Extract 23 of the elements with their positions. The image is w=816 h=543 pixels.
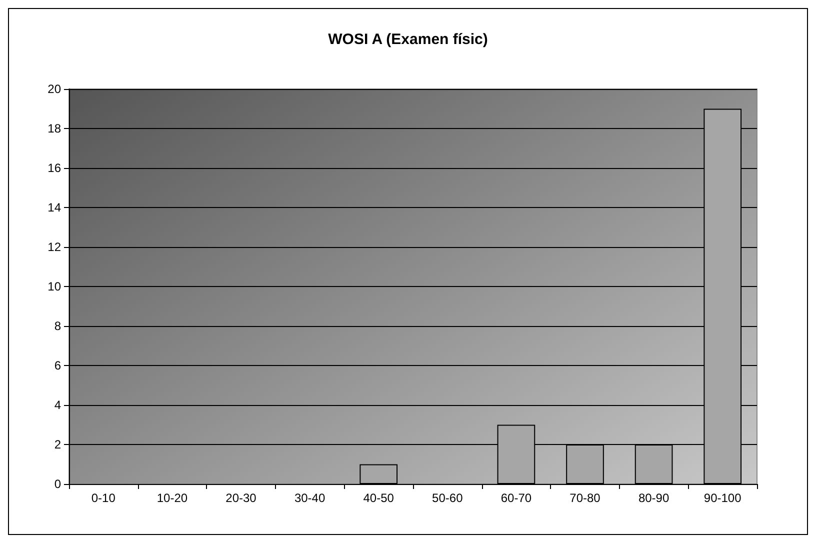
x-tick-label: 60-70 <box>500 491 532 505</box>
y-tick-label: 12 <box>48 240 62 254</box>
x-tick-label: 90-100 <box>704 491 742 505</box>
y-tick-label: 6 <box>54 358 62 372</box>
x-tick-label: 10-20 <box>156 491 188 505</box>
x-tick-label: 50-60 <box>432 491 464 505</box>
x-tick-label: 0-10 <box>91 491 116 505</box>
y-tick-label: 16 <box>48 161 62 175</box>
y-tick-label: 10 <box>48 280 62 294</box>
y-tick-label: 0 <box>54 477 62 491</box>
x-tick-label: 40-50 <box>363 491 394 505</box>
x-tick-label: 20-30 <box>226 491 257 505</box>
y-tick-label: 8 <box>54 319 62 333</box>
y-tick-label: 18 <box>48 122 62 136</box>
x-tick-label: 30-40 <box>294 491 326 505</box>
x-tick-label: 80-90 <box>638 491 670 505</box>
bar <box>360 464 398 484</box>
y-tick-label: 20 <box>48 82 62 96</box>
x-tick-label: 70-80 <box>570 491 601 505</box>
y-tick-label: 14 <box>48 200 62 214</box>
y-tick-label: 4 <box>54 398 62 412</box>
chart-title: WOSI A (Examen físic) <box>328 31 488 48</box>
y-tick-label: 2 <box>54 438 62 452</box>
